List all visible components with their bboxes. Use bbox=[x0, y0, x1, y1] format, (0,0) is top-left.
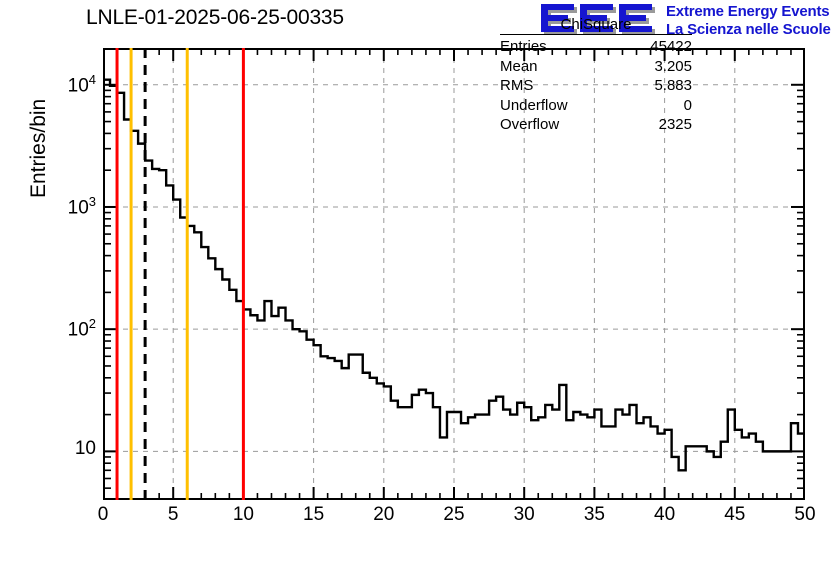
x-tick-label: 15 bbox=[303, 504, 325, 525]
stats-row: Overflow 2325 bbox=[500, 115, 692, 135]
x-tick-label: 20 bbox=[373, 504, 395, 525]
stats-row: Mean 3.205 bbox=[500, 57, 692, 77]
x-tick-label: 5 bbox=[167, 504, 179, 525]
x-tick-label: 45 bbox=[724, 504, 746, 525]
plot-frame bbox=[103, 48, 805, 500]
eee-logo: Extreme Energy Events La Scienza nelle S… bbox=[538, 2, 834, 42]
eee-logo-line1: Extreme Energy Events bbox=[666, 3, 830, 20]
y-tick-label: 102 bbox=[67, 316, 96, 341]
stats-row: RMS 5.883 bbox=[500, 76, 692, 96]
stats-label: Entries bbox=[500, 38, 547, 55]
stats-row: Entries 45422 bbox=[500, 37, 692, 57]
stats-title: ChiSquare bbox=[560, 16, 632, 33]
x-tick-label: 30 bbox=[513, 504, 535, 525]
y-tick-label: 104 bbox=[67, 71, 96, 97]
histogram-series bbox=[103, 48, 805, 500]
y-tick-label: 10 bbox=[74, 438, 96, 460]
stats-label: RMS bbox=[500, 77, 534, 94]
stats-label: Overflow bbox=[500, 116, 560, 133]
x-tick-label: 35 bbox=[583, 504, 605, 525]
stats-value: 5.883 bbox=[654, 77, 692, 94]
eee-logo-line2: La Scienza nelle Scuole bbox=[666, 21, 831, 38]
page-title: LNLE-01-2025-06-25-00335 bbox=[86, 6, 344, 29]
stats-box: ChiSquare Entries 45422 Mean 3.205 RMS 5.883 U… bbox=[500, 16, 692, 135]
stats-value: 45422 bbox=[650, 38, 692, 55]
stats-divider bbox=[500, 34, 692, 35]
x-tick-label: 0 bbox=[97, 504, 109, 525]
stats-label: Underflow bbox=[500, 96, 568, 114]
x-tick-label: 50 bbox=[794, 504, 816, 525]
y-tick-label: 103 bbox=[67, 193, 96, 219]
stats-label: Mean bbox=[500, 57, 538, 75]
stats-value: 3.205 bbox=[654, 57, 692, 75]
stats-value: 0 bbox=[683, 96, 692, 114]
x-tick-label: 25 bbox=[443, 504, 465, 525]
x-tick-label: 40 bbox=[654, 504, 676, 525]
eee-logo-mark bbox=[541, 4, 655, 35]
stats-value: 2325 bbox=[658, 116, 692, 133]
stats-row: Underflow 0 bbox=[500, 96, 692, 116]
eee-logo-text: Extreme Energy Events La Scienza nelle S… bbox=[666, 3, 831, 39]
y-axis-label: Entries/bin bbox=[27, 98, 50, 198]
x-tick-label: 10 bbox=[232, 504, 254, 525]
